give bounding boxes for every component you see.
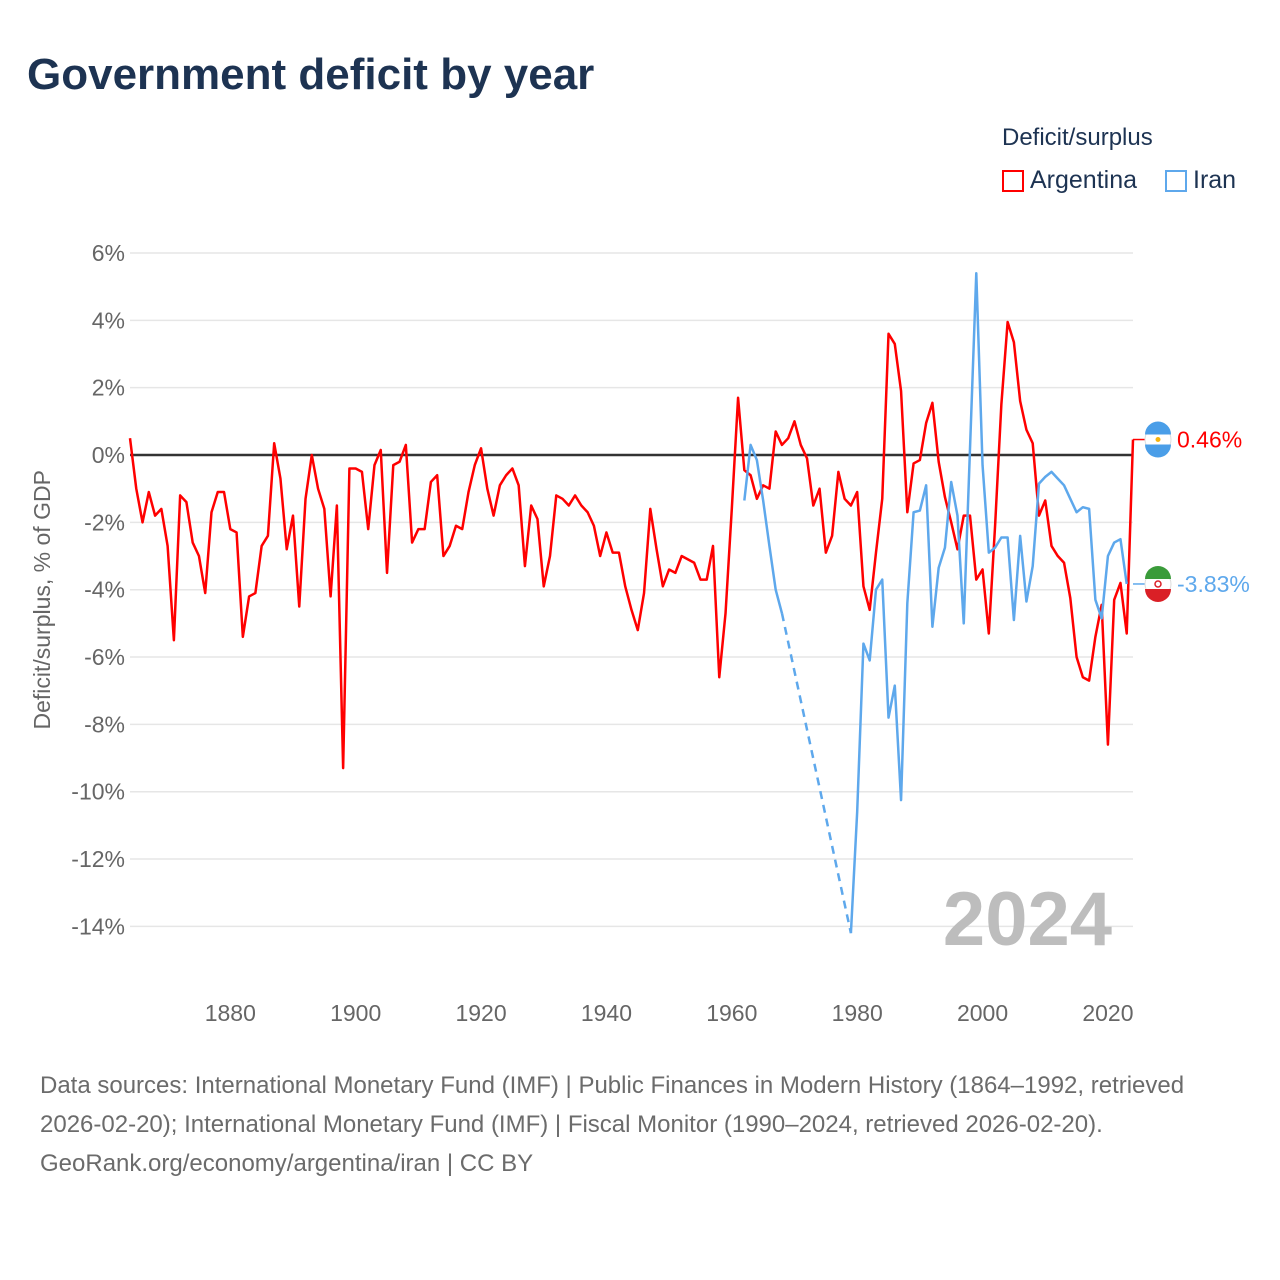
argentina-flag-stripe: [1145, 444, 1171, 458]
y-tick-label: -12%: [71, 846, 125, 872]
argentina-line: [128, 320, 1135, 770]
legend-swatch-iran: [1165, 169, 1187, 192]
y-tick-label: -8%: [84, 711, 125, 737]
x-tick-label: 2020: [1082, 1000, 1133, 1026]
iran-gap-line: [780, 613, 853, 934]
y-tick-label: -14%: [71, 913, 125, 939]
iran-flag-stripe: [1145, 588, 1171, 602]
iran-line: [849, 271, 1128, 934]
argentina-flag-stripe: [1145, 421, 1171, 435]
y-axis-label: Deficit/surplus, % of GDP: [29, 470, 55, 729]
footer: Data sources: International Monetary Fun…: [40, 1066, 1240, 1183]
y-tick-label: -2%: [84, 509, 125, 535]
credit-link[interactable]: GeoRank.org/economy/argentina/iran | CC …: [40, 1150, 534, 1177]
x-tick-label: 1960: [706, 1000, 757, 1026]
iran-flag-emblem: [1154, 580, 1162, 588]
y-tick-label: 6%: [92, 240, 125, 266]
y-tick-label: -10%: [71, 779, 125, 805]
x-tick-label: 1980: [832, 1000, 883, 1026]
legend-label-iran: Iran: [1193, 166, 1237, 194]
legend-swatch-argentina: [1002, 169, 1024, 192]
x-tick-label: 1880: [205, 1000, 256, 1026]
line-chart: 6% 4% 2% 0% -2% -4% -6% -8% -10% -12% -14% 1880 1900…: [29, 240, 1250, 1026]
legend-title: Deficit/surplus: [1002, 124, 1153, 151]
y-tick-label: 4%: [92, 307, 125, 333]
data-sources: Data sources: International Monetary Fun…: [40, 1072, 1185, 1138]
y-tick-label: -4%: [84, 577, 125, 603]
x-tick-label: 1940: [581, 1000, 632, 1026]
x-tick-label: 2000: [957, 1000, 1008, 1026]
iran-line: [743, 443, 784, 614]
year-watermark: 2024: [943, 877, 1112, 962]
argentina-end-label: 0.46%: [1177, 427, 1242, 453]
x-tick-label: 1920: [455, 1000, 506, 1026]
y-tick-label: -6%: [84, 644, 125, 670]
y-tick-label: 0%: [92, 442, 125, 468]
x-tick-label: 1900: [330, 1000, 381, 1026]
chart-title: Government deficit by year: [27, 50, 595, 99]
legend-item-argentina[interactable]: Argentina: [1002, 166, 1137, 195]
iran-end-label: -3.83%: [1177, 571, 1250, 597]
argentina-flag-sun: [1155, 437, 1161, 443]
iran-flag-stripe: [1145, 565, 1171, 579]
legend-item-iran[interactable]: Iran: [1165, 166, 1236, 195]
legend-label-argentina: Argentina: [1030, 166, 1138, 194]
y-tick-label: 2%: [92, 375, 125, 401]
